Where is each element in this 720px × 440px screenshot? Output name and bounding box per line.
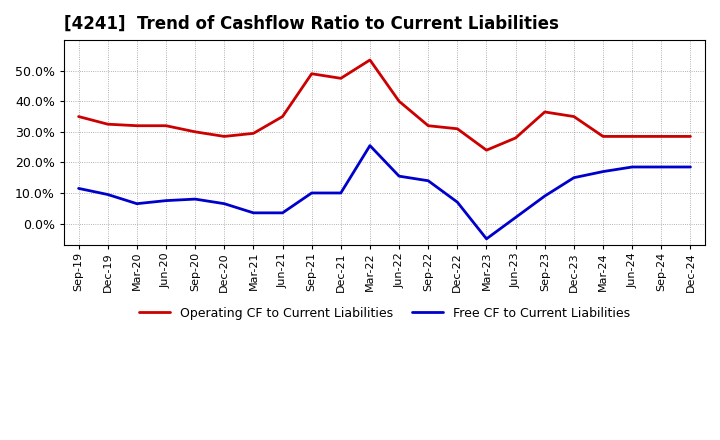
Operating CF to Current Liabilities xyxy=(424,123,433,128)
Free CF to Current Liabilities xyxy=(74,186,83,191)
Operating CF to Current Liabilities xyxy=(686,134,695,139)
Free CF to Current Liabilities xyxy=(162,198,171,203)
Free CF to Current Liabilities xyxy=(541,194,549,199)
Free CF to Current Liabilities xyxy=(453,199,462,205)
Operating CF to Current Liabilities xyxy=(366,57,374,62)
Operating CF to Current Liabilities xyxy=(278,114,287,119)
Free CF to Current Liabilities xyxy=(220,201,228,206)
Free CF to Current Liabilities xyxy=(278,210,287,216)
Operating CF to Current Liabilities xyxy=(162,123,171,128)
Operating CF to Current Liabilities xyxy=(453,126,462,132)
Free CF to Current Liabilities xyxy=(307,191,316,196)
Operating CF to Current Liabilities xyxy=(628,134,636,139)
Operating CF to Current Liabilities xyxy=(541,109,549,114)
Operating CF to Current Liabilities xyxy=(599,134,608,139)
Free CF to Current Liabilities xyxy=(511,215,520,220)
Operating CF to Current Liabilities xyxy=(570,114,578,119)
Operating CF to Current Liabilities xyxy=(191,129,199,135)
Operating CF to Current Liabilities xyxy=(395,99,403,104)
Operating CF to Current Liabilities xyxy=(132,123,141,128)
Free CF to Current Liabilities xyxy=(395,173,403,179)
Operating CF to Current Liabilities xyxy=(74,114,83,119)
Free CF to Current Liabilities xyxy=(482,236,491,242)
Operating CF to Current Liabilities xyxy=(657,134,665,139)
Text: [4241]  Trend of Cashflow Ratio to Current Liabilities: [4241] Trend of Cashflow Ratio to Curren… xyxy=(64,15,559,33)
Free CF to Current Liabilities xyxy=(628,165,636,170)
Free CF to Current Liabilities xyxy=(599,169,608,174)
Free CF to Current Liabilities xyxy=(366,143,374,148)
Operating CF to Current Liabilities xyxy=(220,134,228,139)
Legend: Operating CF to Current Liabilities, Free CF to Current Liabilities: Operating CF to Current Liabilities, Fre… xyxy=(134,302,635,325)
Operating CF to Current Liabilities xyxy=(482,147,491,153)
Free CF to Current Liabilities xyxy=(191,196,199,202)
Free CF to Current Liabilities xyxy=(686,165,695,170)
Free CF to Current Liabilities xyxy=(570,175,578,180)
Operating CF to Current Liabilities xyxy=(104,121,112,127)
Line: Operating CF to Current Liabilities: Operating CF to Current Liabilities xyxy=(78,60,690,150)
Free CF to Current Liabilities xyxy=(104,192,112,197)
Free CF to Current Liabilities xyxy=(424,178,433,183)
Operating CF to Current Liabilities xyxy=(511,136,520,141)
Operating CF to Current Liabilities xyxy=(249,131,258,136)
Free CF to Current Liabilities xyxy=(336,191,345,196)
Line: Free CF to Current Liabilities: Free CF to Current Liabilities xyxy=(78,146,690,239)
Free CF to Current Liabilities xyxy=(132,201,141,206)
Operating CF to Current Liabilities xyxy=(336,76,345,81)
Free CF to Current Liabilities xyxy=(249,210,258,216)
Free CF to Current Liabilities xyxy=(657,165,665,170)
Operating CF to Current Liabilities xyxy=(307,71,316,77)
